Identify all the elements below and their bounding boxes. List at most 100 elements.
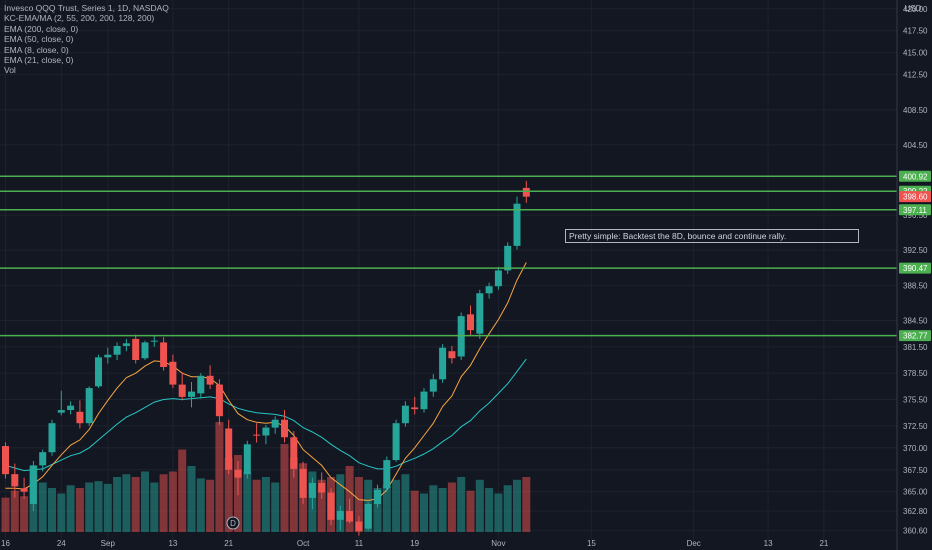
legend-kc[interactable]: KC-EMA/MA (2, 55, 200, 200, 128, 200) [4, 13, 155, 24]
candle [178, 372, 186, 401]
candle [2, 442, 9, 479]
volume-bar [280, 444, 289, 532]
candle-body [318, 482, 326, 493]
candle-body [439, 347, 447, 380]
volume-bar [122, 474, 131, 532]
time-tick-label: 16 [1, 539, 10, 548]
candle-body [188, 391, 195, 397]
price-tick-label: 415.00 [903, 49, 928, 58]
candle-body [364, 504, 372, 529]
volume-bar [475, 479, 484, 532]
candle-body [67, 405, 75, 411]
volume-bar [494, 493, 503, 532]
candle [20, 477, 28, 499]
time-tick-label: 13 [168, 539, 177, 548]
candle-body [234, 469, 242, 478]
legend-ema8[interactable]: EMA (8, close, 0) [4, 44, 69, 55]
volume-bar [38, 482, 47, 532]
volume-bar [20, 496, 29, 532]
volume-bar [113, 477, 122, 532]
volume-bar [289, 457, 298, 532]
price-tick-label: 370.00 [903, 444, 928, 453]
volume-bar [503, 485, 512, 532]
candle-body [327, 492, 335, 520]
candle-body [355, 521, 363, 532]
volume-bar [215, 422, 224, 532]
volume-bar [336, 474, 345, 532]
dividend-marker[interactable]: D [226, 516, 240, 530]
ema-lines [5, 262, 527, 502]
candle [85, 386, 93, 426]
time-tick-label: 15 [587, 539, 596, 548]
candle-body [336, 511, 344, 520]
candle-body [206, 375, 214, 385]
volume-bar [438, 488, 447, 532]
candle [308, 477, 316, 510]
volume-bar [392, 479, 401, 532]
volume-bar [271, 482, 280, 532]
volume-bar [66, 485, 75, 532]
candle [355, 516, 363, 536]
candle-body [85, 388, 93, 424]
candle [346, 498, 354, 524]
candle-body [178, 384, 186, 397]
dividend-marker-label: D [230, 519, 236, 528]
time-tick-label: Dec [687, 539, 701, 548]
time-axis[interactable]: 16 24 Sep 13 21 Oct 11 19 Nov 15 Dec 13 21 [1, 539, 829, 548]
candle-body [271, 419, 279, 428]
legend-ema200[interactable]: EMA (200, close, 0) [4, 23, 79, 34]
volume-bar [178, 449, 187, 532]
volume-bar [131, 477, 140, 532]
candle [141, 340, 149, 360]
candle-body [308, 482, 316, 498]
candle [104, 347, 112, 364]
candle-body [401, 405, 409, 424]
volume-bar [429, 485, 438, 532]
candle [215, 379, 223, 425]
price-tick-label: 375.50 [903, 396, 928, 405]
price-tick-label: 388.50 [903, 281, 928, 290]
price-tag-label: 390.47 [903, 264, 928, 273]
price-tick-label: 392.50 [903, 246, 928, 255]
candle-body [113, 345, 121, 355]
candle-body [150, 340, 158, 342]
legend-title[interactable]: Invesco QQQ Trust, Series 1, 1D, NASDAQ [4, 3, 169, 13]
candle-body [383, 460, 391, 489]
time-tick-label: Oct [297, 539, 310, 548]
candle-body [215, 384, 223, 417]
candle [364, 502, 372, 531]
chart-legend: Invesco QQQ Trust, Series 1, 1D, NASDAQ … [4, 3, 169, 76]
candle [411, 396, 419, 415]
horizontal-levels [0, 175, 897, 337]
legend-ema50[interactable]: EMA (50, close, 0) [4, 34, 74, 45]
candle [67, 401, 75, 415]
candle [113, 342, 121, 360]
legend-vol[interactable]: Vol [4, 65, 16, 76]
candle-body [197, 375, 205, 394]
candle-body [141, 342, 149, 359]
candle-body [122, 343, 130, 346]
candle-body [132, 338, 140, 360]
volume-bar [48, 488, 56, 532]
candle-body [485, 286, 493, 294]
candle [392, 419, 400, 462]
annotation-note[interactable]: Pretty simple: Backtest the 8D, bounce a… [565, 229, 859, 243]
candle [243, 440, 251, 479]
candle [39, 449, 47, 472]
volume-bar [159, 474, 168, 532]
candle [299, 461, 307, 504]
candle [281, 410, 288, 443]
price-axis[interactable]: 420.00 417.50 415.00 412.50 408.50 404.50 396.… [903, 5, 928, 536]
legend-ema21[interactable]: EMA (21, close, 0) [4, 55, 74, 66]
currency-label: USD [905, 4, 922, 13]
candle [225, 419, 233, 475]
ema21-line [5, 358, 527, 472]
candle [206, 365, 214, 389]
candle-body [20, 488, 28, 492]
price-tick-label: 362.80 [903, 507, 928, 516]
volume-bar [410, 490, 419, 532]
price-tag-label: 382.77 [903, 332, 928, 341]
price-tag-box [899, 330, 931, 342]
